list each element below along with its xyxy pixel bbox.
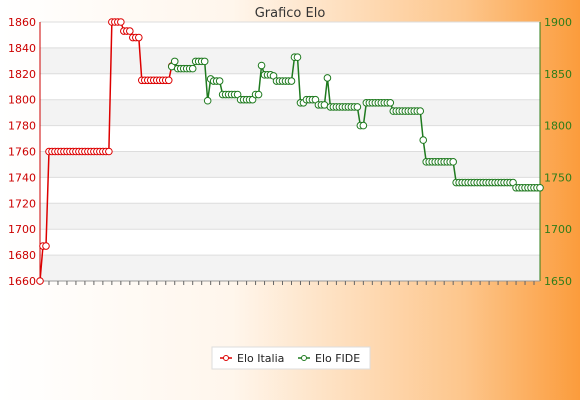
data-point [200,57,209,66]
legend: Elo Italia Elo FIDE [211,346,371,370]
series-0 [36,18,176,285]
plot-band [40,255,540,281]
data-point [164,76,173,85]
data-point [536,183,544,192]
series-1 [167,53,544,192]
right-tick-label: 1850 [544,68,572,81]
data-point [105,147,113,156]
data-point [117,18,125,26]
plot-band [40,151,540,178]
plot-band [40,47,540,74]
left-tick-label: 1660 [8,275,36,288]
left-tick-label: 1740 [8,171,36,184]
data-point [323,74,332,82]
chart-title: Grafico Elo [255,6,326,21]
data-point [287,77,296,85]
legend-item: Elo Italia [220,352,284,365]
left-tick-label: 1800 [8,94,36,107]
data-point [449,158,457,166]
data-point [386,99,395,107]
right-tick-label: 1650 [544,275,572,288]
data-point [419,136,428,144]
left-tick-label: 1840 [8,42,36,55]
legend-label: Elo FIDE [315,352,360,365]
left-tick-label: 1780 [8,120,36,133]
right-axis-ticks: 1650 1700 1750 1800 1850 1900 [544,16,572,288]
data-point [293,53,302,62]
left-tick-label: 1860 [8,16,36,29]
right-tick-label: 1750 [544,171,572,184]
left-axis-ticks: 1660 1680 1700 1720 1740 1760 1780 1800 1820 1840… [8,16,36,288]
legend-marker [301,355,307,361]
data-point [254,90,263,99]
right-tick-label: 1700 [544,223,572,236]
plot-band [40,99,540,126]
left-tick-label: 1760 [8,146,36,159]
data-point [42,242,50,250]
plot-band [40,203,540,230]
data-point [353,103,362,111]
data-point [188,64,197,73]
data-point [359,121,368,130]
right-tick-label: 1900 [544,16,572,29]
data-point [203,96,212,105]
data-point [36,277,44,285]
data-point [135,33,143,42]
left-tick-label: 1700 [8,223,36,236]
data-point [257,61,266,70]
x-axis-ticks [39,281,535,285]
axes [39,22,541,282]
right-tick-label: 1800 [544,120,572,133]
left-tick-label: 1720 [8,197,36,210]
legend-label: Elo Italia [237,352,284,365]
left-tick-label: 1820 [8,68,36,81]
legend-box [211,346,371,370]
legend-marker [223,355,229,361]
left-tick-label: 1680 [8,249,36,262]
legend-item: Elo FIDE [298,352,360,365]
data-point [126,27,134,35]
series-layer [36,18,544,285]
data-point [416,107,425,115]
data-point [170,57,179,66]
data-point [215,77,224,85]
